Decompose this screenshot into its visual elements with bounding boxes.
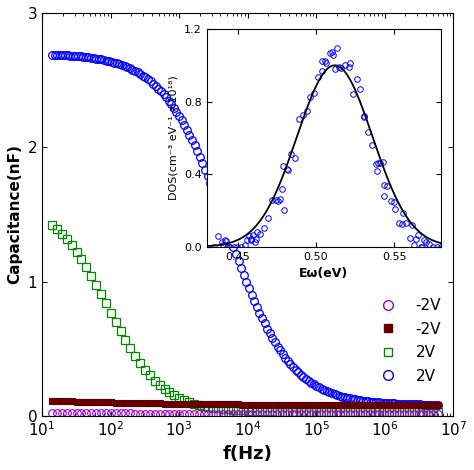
X-axis label: f(Hz): f(Hz) xyxy=(223,445,273,463)
Y-axis label: Capacitance(nF): Capacitance(nF) xyxy=(7,144,22,284)
Legend: -2V, -2V, 2V, 2V: -2V, -2V, 2V, 2V xyxy=(368,294,446,388)
